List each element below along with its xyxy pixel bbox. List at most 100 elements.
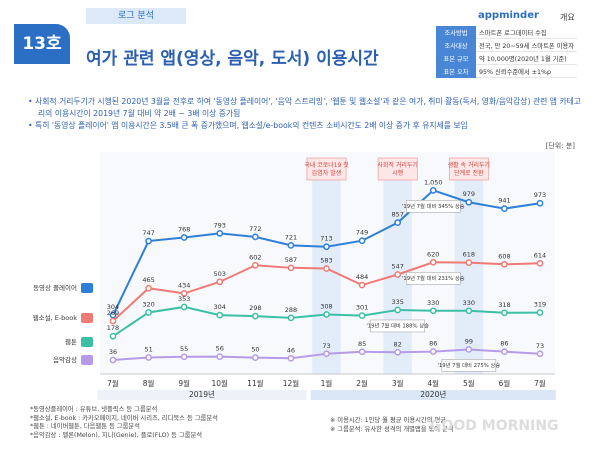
- issue-number: 13호: [14, 24, 70, 64]
- data-label: 269: [107, 309, 119, 317]
- data-label: 86: [500, 340, 508, 348]
- overview-table: 조사방법 스마트폰 로그데이터 수집 조사대상 전국, 만 20~59세 스마트폰 이…: [436, 26, 578, 78]
- data-point: [394, 348, 402, 356]
- x-tick-label: 10월: [212, 378, 229, 388]
- data-point: [323, 243, 330, 251]
- data-label: 620: [427, 250, 439, 258]
- footnote: *웹소설, E-book : 카카오페이지, 네이버 시리즈, 리디북스 등 그…: [30, 414, 218, 422]
- data-point: [216, 230, 224, 237]
- section-tag: 로그 분석: [86, 8, 186, 24]
- data-label: 768: [178, 226, 190, 234]
- data-label: 304: [107, 303, 119, 311]
- data-point: [251, 312, 259, 320]
- data-label: 330: [427, 299, 439, 307]
- bullet: • 특히 '동영상 플레이어' 앱 이용시간은 3.5배 큰 폭 증가했으며, …: [28, 121, 468, 130]
- data-label: 721: [285, 233, 297, 241]
- data-point: [501, 309, 508, 317]
- data-label: 73: [322, 342, 330, 350]
- overview-key: 조사대상: [436, 38, 476, 52]
- data-point: [251, 233, 259, 241]
- year-group-bar: [310, 390, 556, 400]
- data-point: [323, 350, 330, 358]
- bullet-text: 특히 '동영상 플레이어' 앱 이용시간은 3.5배 큰 폭 증가했으며, 웹소…: [35, 121, 468, 130]
- data-label: 335: [391, 298, 403, 306]
- data-point: [501, 205, 508, 212]
- data-label: 941: [498, 197, 510, 205]
- data-label: 602: [249, 253, 261, 261]
- data-label: 320: [142, 300, 154, 308]
- x-tick-label: 5월: [463, 378, 475, 388]
- data-label: 484: [356, 273, 368, 281]
- data-label: 618: [463, 251, 475, 259]
- data-point: [358, 281, 366, 289]
- data-label: 298: [249, 304, 261, 312]
- data-point: [109, 317, 117, 325]
- overview-title: 개요: [560, 13, 575, 22]
- bullet-text: 사회적 거리두기가 시행된 2020년 3월을 전후로 하여 '동영상 플레이어…: [35, 97, 581, 118]
- data-point: [216, 353, 224, 360]
- event-label: 국내 코로나19 첫 감염자 발생: [304, 161, 349, 177]
- data-label: 465: [142, 276, 154, 284]
- footnote: *음악감상 : 멜론(Melon), 지니(Genie), 플로(FLO) 등 …: [30, 431, 203, 439]
- data-point: [429, 187, 437, 194]
- data-point: [323, 311, 330, 318]
- callout-text: '19년 7월 대비 188% 상승: [366, 321, 429, 329]
- x-tick-label: 12월: [283, 378, 300, 388]
- callout-box: [370, 319, 425, 333]
- data-point: [465, 198, 473, 206]
- event-label: 생활 속 거리두기 단계로 전환: [448, 161, 490, 177]
- legend-icon: [81, 337, 93, 347]
- data-label: 434: [178, 281, 190, 289]
- legend-icon: [81, 283, 93, 293]
- data-label: 353: [178, 295, 190, 303]
- data-point: [429, 307, 437, 315]
- data-label: 973: [534, 191, 546, 199]
- data-point: [536, 309, 544, 316]
- year-group-label: 2019년: [189, 389, 215, 399]
- footnotes: *동영상플레이어 : 유튜브, 넷플릭스 등 그룹분석 *웹소설, E-book …: [30, 406, 218, 440]
- callout-box: [406, 272, 461, 285]
- unit-label: [단위: 분]: [546, 141, 576, 150]
- data-label: 50: [251, 346, 259, 354]
- data-label: 749: [356, 229, 368, 237]
- data-point: [358, 312, 366, 320]
- callout-box: [406, 200, 461, 213]
- data-point: [145, 354, 152, 361]
- data-point: [145, 284, 152, 292]
- legend-icon: [81, 313, 93, 323]
- logo: appminder: [478, 10, 539, 21]
- overview-value: 스마트폰 로그데이터 수집: [476, 26, 578, 39]
- data-point: [180, 303, 188, 311]
- data-point: [501, 260, 508, 268]
- data-point: [287, 354, 295, 362]
- overview-value: 약 10,000명(2020년 1월 기준): [476, 51, 578, 65]
- data-label: 73: [536, 342, 544, 350]
- callout-box: [441, 359, 497, 372]
- data-label: 51: [144, 345, 152, 353]
- data-label: 86: [429, 340, 437, 348]
- data-point: [180, 290, 188, 297]
- data-label: 503: [214, 270, 226, 278]
- x-tick-label: 1월: [321, 378, 333, 388]
- overview-key: 조사방법: [436, 26, 476, 39]
- data-point: [536, 259, 544, 267]
- watermark: GOOD MORNING: [430, 418, 559, 434]
- data-point: [465, 307, 473, 315]
- x-tick-label: 8월: [143, 378, 155, 388]
- data-point: [180, 353, 188, 361]
- x-tick-label: 11월: [247, 378, 264, 388]
- x-tick-label: 3월: [392, 378, 404, 388]
- callout-text: '19년 7월 대비 345% 상승: [402, 202, 465, 210]
- data-point: [323, 265, 330, 272]
- x-tick-label: 2월: [356, 378, 368, 388]
- data-point: [394, 306, 402, 314]
- event-box: [448, 157, 489, 181]
- note: ※ 이용시간: 1인당 월 평균 이용시간의 평균: [330, 417, 447, 424]
- data-point: [358, 348, 366, 356]
- data-label: 747: [142, 229, 154, 237]
- data-label: 82: [394, 340, 402, 348]
- data-point: [287, 264, 295, 272]
- overview-row: 조사대상 전국, 만 20~59세 스마트폰 이용자: [436, 38, 578, 52]
- data-point: [216, 311, 224, 319]
